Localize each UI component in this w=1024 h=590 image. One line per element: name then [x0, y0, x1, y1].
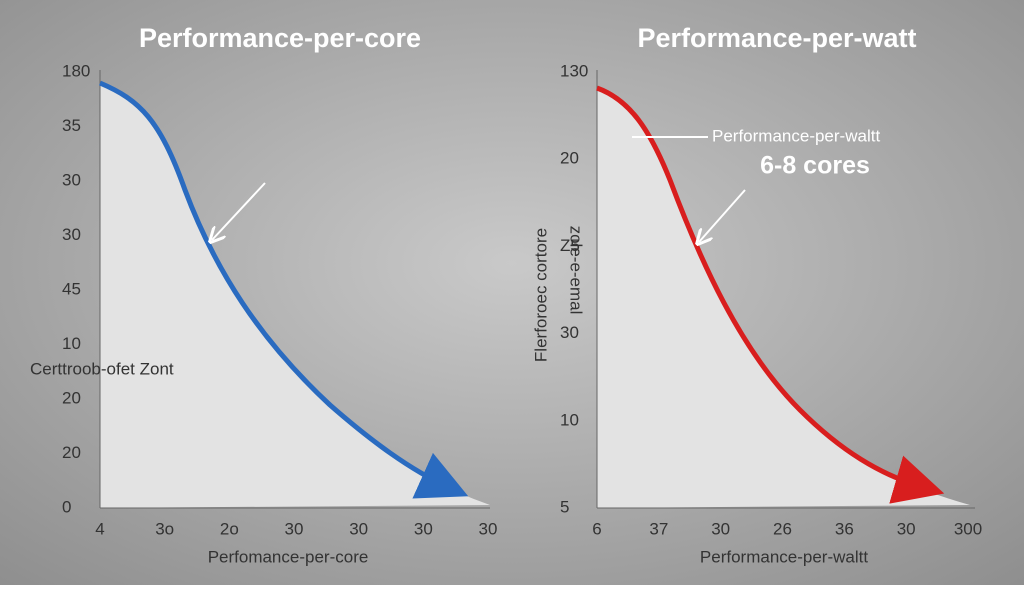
y-tick-label: 30	[560, 323, 579, 342]
x-label: Performance-per-waltt	[700, 547, 868, 566]
y-tick-label: Z5	[560, 236, 580, 255]
y-label: zole-e-emal	[567, 226, 586, 315]
y-tick-label: 20	[62, 443, 81, 462]
x-tick-label: 30	[479, 519, 498, 538]
callout: 6-8 cores	[760, 152, 870, 180]
x-tick-label: 6	[592, 519, 601, 538]
y-label: Certtroob-ofet Zont	[30, 359, 174, 378]
title: Performance-per-core	[139, 23, 421, 53]
x-tick-label: 26	[773, 519, 792, 538]
y-tick-label: 30	[62, 225, 81, 244]
x-tick-label: 30	[897, 519, 916, 538]
y-tick-label: 45	[62, 279, 81, 298]
area	[100, 83, 490, 508]
x-tick-label: 36	[835, 519, 854, 538]
y-tick-label: 130	[560, 61, 588, 80]
y-tick-label: 5	[560, 497, 569, 516]
y-tick-label: 10	[62, 334, 81, 353]
x-label: Perfomance-per-core	[208, 547, 369, 566]
x-tick-label: 300	[954, 519, 982, 538]
x-tick-label: 30	[285, 519, 304, 538]
y-tick-label: 20	[560, 149, 579, 168]
x-tick-label: 3o	[155, 519, 174, 538]
curve	[99, 80, 469, 499]
y-tick-label: 20	[62, 388, 81, 407]
x-tick-label: 30	[711, 519, 730, 538]
x-tick-label: 37	[649, 519, 668, 538]
y-tick-label: 30	[62, 170, 81, 189]
y-tick-label: 180	[62, 61, 90, 80]
annotation: Performance-per-waltt	[712, 126, 880, 145]
x-tick-label: 4	[95, 519, 104, 538]
y-tick-label: 35	[62, 116, 81, 135]
x-tick-label: 2o	[220, 519, 239, 538]
y-label: Flerforoec cortore	[531, 228, 550, 362]
pointer	[699, 189, 746, 242]
x-tick-label: 30	[414, 519, 433, 538]
pointer	[212, 182, 266, 240]
x-tick-label: 30	[349, 519, 368, 538]
curve	[596, 85, 945, 504]
y-tick-label: 10	[560, 410, 579, 429]
y-tick-label: 0	[62, 497, 71, 516]
area	[597, 88, 970, 508]
title: Performance-per-watt	[637, 23, 916, 53]
